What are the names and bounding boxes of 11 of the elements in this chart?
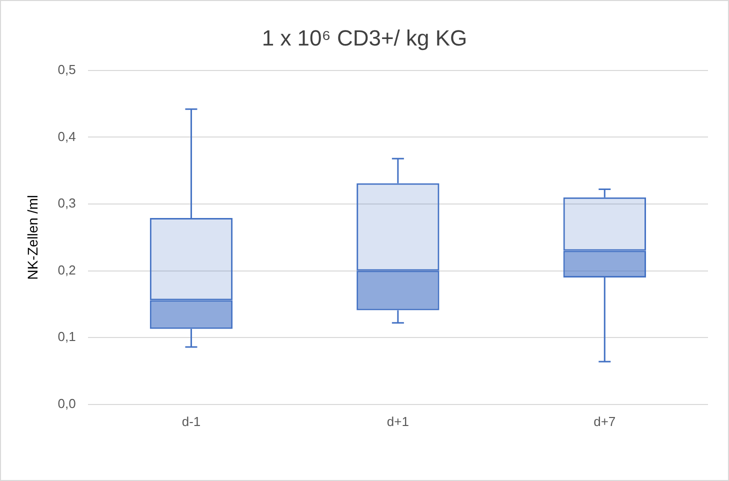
x-tick-label: d-1: [182, 414, 201, 429]
x-tick-label: d+1: [386, 414, 409, 429]
y-tick-label: 0,0: [58, 396, 76, 411]
y-tick-label: 0,5: [58, 62, 76, 77]
chart-title: 1 x 10⁶ CD3+/ kg KG: [262, 25, 468, 50]
x-tick-label: d+7: [594, 414, 616, 429]
y-tick-label: 0,2: [58, 262, 76, 278]
y-axis-title: NK-Zellen /ml: [24, 195, 40, 280]
y-tick-label: 0,1: [58, 329, 76, 344]
y-tick-label: 0,3: [58, 196, 76, 211]
y-tick-label: 0,4: [58, 128, 76, 144]
